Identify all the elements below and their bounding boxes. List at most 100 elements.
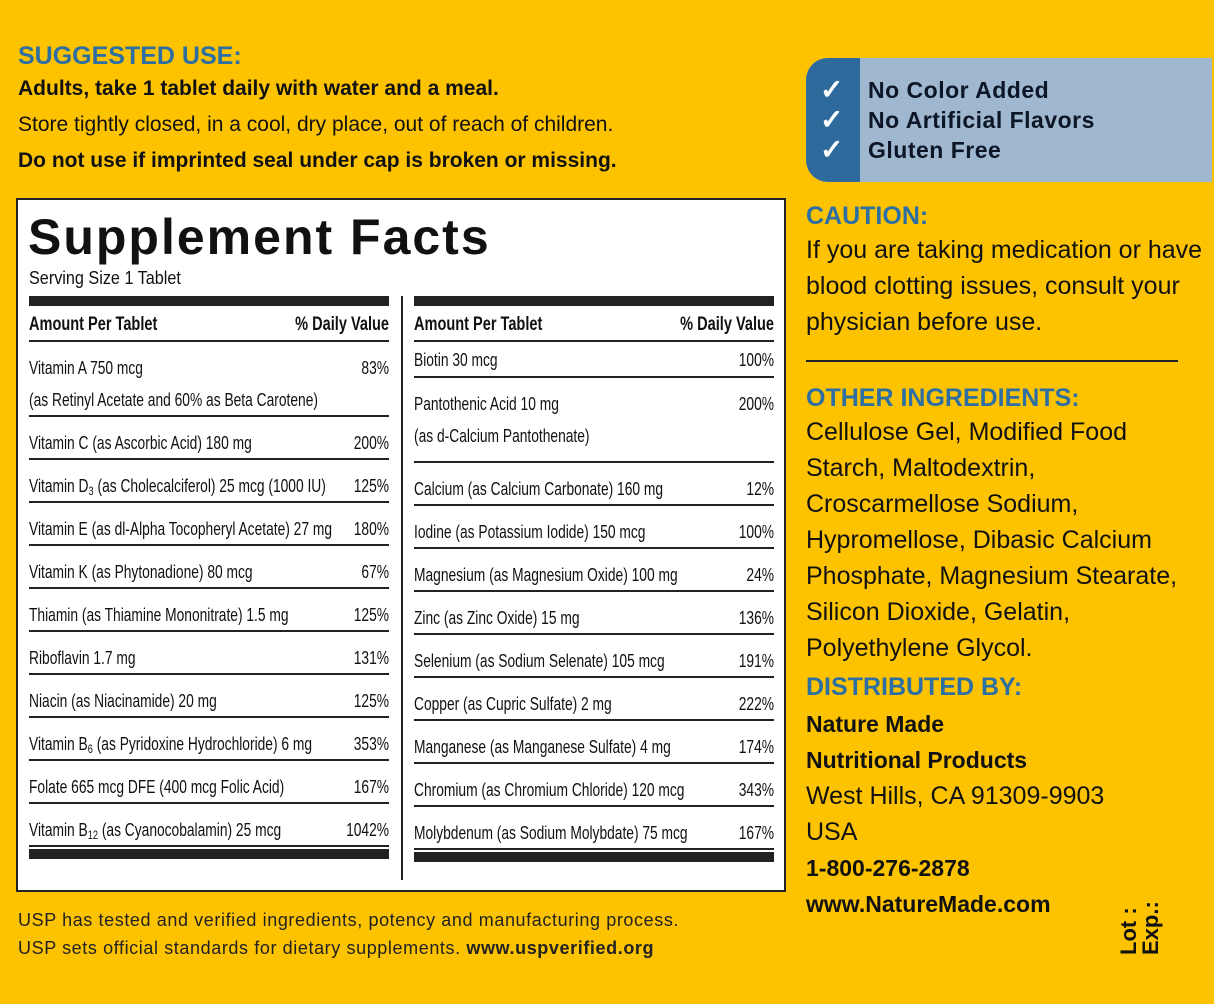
daily-value: 1042% bbox=[346, 820, 390, 840]
daily-value: 174% bbox=[738, 737, 775, 757]
other-ingredients-heading: OTHER INGREDIENTS: bbox=[806, 384, 1080, 412]
facts-right-column: Amount Per Tablet % Daily Value Biotin 30 … bbox=[414, 296, 775, 862]
top-bar bbox=[29, 296, 390, 306]
checkmark-icon: ✓ bbox=[820, 104, 844, 135]
daily-value: 100% bbox=[738, 350, 775, 370]
nutrient-row: Zinc (as Zinc Oxide) 15 mg 136% bbox=[414, 592, 775, 635]
ingredient-line: Polyethylene Glycol. bbox=[806, 634, 1033, 662]
suggested-use-heading: SUGGESTED USE: bbox=[18, 42, 242, 70]
nutrient-text-rest: (as Cyanocobalamin) 25 mcg bbox=[97, 820, 282, 840]
nutrient-row: Vitamin C (as Ascorbic Acid) 180 mg 200% bbox=[29, 417, 390, 460]
nutrient-name: Copper (as Cupric Sulfate) 2 mg bbox=[414, 686, 731, 719]
usp-statement: USP has tested and verified ingredients,… bbox=[18, 906, 679, 962]
nutrient-name: Niacin (as Niacinamide) 20 mg bbox=[29, 683, 346, 716]
nutrient-text: Copper (as Cupric Sulfate) 2 mg bbox=[414, 694, 612, 714]
ingredient-line: Silicon Dioxide, Gelatin, bbox=[806, 598, 1071, 626]
website[interactable]: www.NatureMade.com bbox=[806, 891, 1051, 917]
subscript: 12 bbox=[87, 828, 98, 842]
daily-value: 125% bbox=[353, 691, 390, 711]
nutrient-name: Thiamin (as Thiamine Mononitrate) 1.5 mg bbox=[29, 597, 346, 630]
nutrient-text: Riboflavin 1.7 mg bbox=[29, 648, 136, 668]
phone: 1-800-276-2878 bbox=[806, 855, 970, 881]
nutrient-text: Molybdenum (as Sodium Molybdate) 75 mcg bbox=[414, 823, 688, 843]
supplement-facts-panel: Supplement Facts Serving Size 1 Tablet A… bbox=[16, 198, 786, 892]
usp-line-2-text: USP sets official standards for dietary … bbox=[18, 938, 461, 958]
nutrient-row: Chromium (as Chromium Chloride) 120 mcg 3… bbox=[414, 764, 775, 807]
nutrient-source: (as d-Calcium Pantothenate) bbox=[414, 426, 590, 446]
caution-line: blood clotting issues, consult your bbox=[806, 272, 1180, 300]
daily-value: 200% bbox=[738, 394, 775, 414]
distributor-name-2: Nutritional Products bbox=[806, 747, 1028, 773]
nutrient-name: Vitamin A 750 mcg (as Retinyl Acetate and… bbox=[29, 350, 354, 415]
serving-size: Serving Size 1 Tablet bbox=[29, 268, 181, 288]
claims-strip bbox=[806, 58, 860, 182]
nutrient-text: Magnesium (as Magnesium Oxide) 100 mg bbox=[414, 565, 678, 585]
checkmark-icon: ✓ bbox=[820, 134, 844, 165]
nutrient-text: Vitamin K (as Phytonadione) 80 mcg bbox=[29, 562, 253, 582]
daily-value: 136% bbox=[738, 608, 775, 628]
lot-label: Lot : bbox=[1116, 907, 1141, 955]
column-divider bbox=[401, 296, 403, 880]
daily-value: 125% bbox=[353, 476, 390, 496]
daily-value: 100% bbox=[738, 522, 775, 542]
suggested-use: SUGGESTED USE: Adults, take 1 tablet dai… bbox=[18, 42, 617, 179]
nutrient-text: Chromium (as Chromium Chloride) 120 mcg bbox=[414, 780, 685, 800]
nutrient-name: Vitamin C (as Ascorbic Acid) 180 mg bbox=[29, 425, 346, 458]
daily-value: 191% bbox=[738, 651, 775, 671]
seal-warning: Do not use if imprinted seal under cap i… bbox=[18, 149, 617, 172]
nutrient-row: Vitamin B6 (as Pyridoxine Hydrochloride)… bbox=[29, 718, 390, 761]
country: USA bbox=[806, 818, 858, 846]
distributor-name: Nature Made bbox=[806, 711, 945, 737]
nutrient-row: Riboflavin 1.7 mg 131% bbox=[29, 632, 390, 675]
claim-text: Gluten Free bbox=[868, 137, 1002, 163]
subscript: 6 bbox=[87, 742, 93, 756]
nutrient-text: Vitamin D bbox=[29, 476, 89, 496]
nutrient-name: Zinc (as Zinc Oxide) 15 mg bbox=[414, 600, 731, 633]
daily-value-header: % Daily Value bbox=[295, 314, 390, 335]
divider bbox=[806, 360, 1178, 362]
nutrient-name: Selenium (as Sodium Selenate) 105 mcg bbox=[414, 643, 731, 676]
nutrient-name: Pantothenic Acid 10 mg (as d-Calcium Pant… bbox=[414, 386, 731, 461]
nutrient-text: Iodine (as Potassium Iodide) 150 mcg bbox=[414, 522, 646, 542]
storage-line: Store tightly closed, in a cool, dry pla… bbox=[18, 113, 614, 136]
ingredient-line: Croscarmellose Sodium, bbox=[806, 490, 1079, 518]
daily-value: 180% bbox=[353, 519, 390, 539]
nutrient-row: Copper (as Cupric Sulfate) 2 mg 222% bbox=[414, 678, 775, 721]
amount-header: Amount Per Tablet bbox=[29, 314, 158, 335]
claim-item: ✓ No Color Added bbox=[820, 75, 1049, 105]
lot-exp: Lot : Exp.: bbox=[1116, 901, 1163, 955]
caution-line: If you are taking medication or have bbox=[806, 236, 1203, 264]
ingredient-line: Phosphate, Magnesium Stearate, bbox=[806, 562, 1178, 590]
nutrient-row: Biotin 30 mcg 100% bbox=[414, 342, 775, 378]
nutrient-name: Iodine (as Potassium Iodide) 150 mcg bbox=[414, 514, 731, 547]
facts-title: Supplement Facts bbox=[28, 209, 491, 265]
bottom-bar bbox=[29, 849, 390, 859]
nutrient-name: Magnesium (as Magnesium Oxide) 100 mg bbox=[414, 557, 739, 590]
nutrient-text: Vitamin E (as dl-Alpha Tocopheryl Acetat… bbox=[29, 519, 332, 539]
caution-heading: CAUTION: bbox=[806, 202, 929, 230]
daily-value: 200% bbox=[353, 433, 390, 453]
nutrient-text: Manganese (as Manganese Sulfate) 4 mg bbox=[414, 737, 671, 757]
caution-line: physician before use. bbox=[806, 308, 1043, 336]
usp-url[interactable]: www.uspverified.org bbox=[466, 938, 655, 958]
facts-left-column: Amount Per Tablet % Daily Value Vitamin A … bbox=[29, 296, 390, 859]
nutrient-row: Selenium (as Sodium Selenate) 105 mcg 191… bbox=[414, 635, 775, 678]
right-column: CAUTION: If you are taking medication or… bbox=[806, 200, 1206, 922]
daily-value: 167% bbox=[353, 777, 390, 797]
nutrient-name: Calcium (as Calcium Carbonate) 160 mg bbox=[414, 471, 739, 504]
nutrient-text: Vitamin B bbox=[29, 820, 88, 840]
nutrient-text: Folate 665 mcg DFE (400 mcg Folic Acid) bbox=[29, 777, 285, 797]
nutrient-row: Folate 665 mcg DFE (400 mcg Folic Acid) 1… bbox=[29, 761, 390, 804]
ingredient-line: Hypromellose, Dibasic Calcium bbox=[806, 526, 1152, 554]
claim-item: ✓ No Artificial Flavors bbox=[820, 105, 1095, 135]
nutrient-row: Magnesium (as Magnesium Oxide) 100 mg 24% bbox=[414, 549, 775, 592]
daily-value-header: % Daily Value bbox=[680, 314, 775, 335]
nutrient-name: Manganese (as Manganese Sulfate) 4 mg bbox=[414, 729, 731, 762]
nutrient-name: Vitamin K (as Phytonadione) 80 mcg bbox=[29, 554, 354, 587]
nutrient-row: Thiamin (as Thiamine Mononitrate) 1.5 mg… bbox=[29, 589, 390, 632]
nutrient-name: Biotin 30 mcg bbox=[414, 342, 731, 376]
daily-value: 131% bbox=[353, 648, 390, 668]
daily-value: 24% bbox=[746, 565, 775, 585]
daily-value: 125% bbox=[353, 605, 390, 625]
address: West Hills, CA 91309-9903 bbox=[806, 782, 1105, 810]
